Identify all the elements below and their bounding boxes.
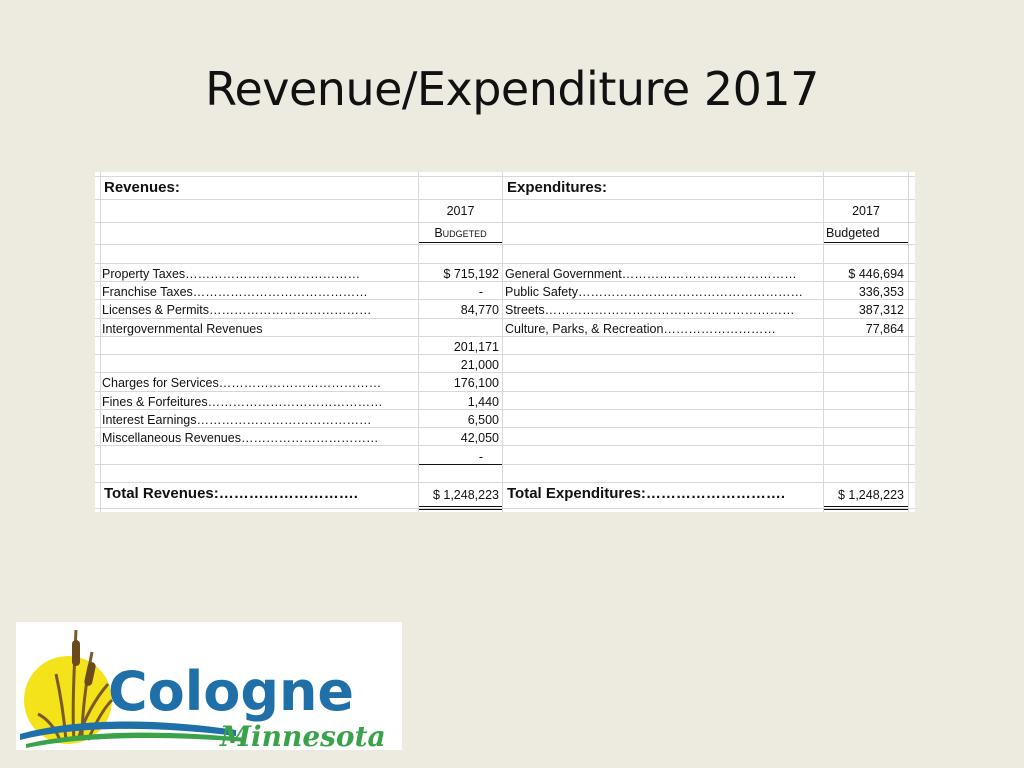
revenue-row-value: 42,050	[460, 431, 499, 445]
revenue-row-label: Licenses & Permits…………………………………	[102, 303, 372, 317]
expenditure-row-value: 387,312	[858, 303, 904, 317]
revenue-row-label: Charges for Services…………………………………	[102, 376, 382, 390]
revenue-row-label: Franchise Taxes……………………………………	[102, 285, 368, 299]
revenues-year: 2017	[446, 204, 475, 218]
revenue-row-value: 21,000	[460, 358, 499, 372]
expenditure-row-label: Public Safety………………………………………………	[505, 285, 803, 299]
total-expenditures-label: Total Expenditures:……………………….	[507, 485, 786, 502]
revenue-row-label: Fines & Forfeitures……………………………………	[102, 395, 383, 409]
expenditures-column-label: Budgeted	[826, 226, 880, 240]
expenditure-row-value: 336,353	[858, 285, 904, 299]
total-revenues-label: Total Revenues:……………………….	[104, 485, 358, 502]
revenue-row-label: Interest Earnings……………………………………	[102, 413, 372, 427]
revenue-row-value: -	[478, 450, 483, 464]
total-expenditures-value: $ 1,248,223	[837, 488, 904, 502]
slide-title: Revenue/Expenditure 2017	[205, 62, 819, 116]
expenditure-row-label: Streets……………………………………………………	[505, 303, 795, 317]
budget-spreadsheet: Revenues: Expenditures: 2017 Budgeted 20…	[95, 172, 915, 512]
revenue-row-label: Intergovernmental Revenues	[102, 322, 263, 336]
expenditure-row-value: $ 446,694	[848, 267, 904, 281]
revenue-row-value: 84,770	[460, 303, 499, 317]
expenditure-row-label: Culture, Parks, & Recreation………………………	[505, 322, 776, 336]
revenue-row-value: -	[478, 285, 483, 299]
cologne-logo: Cologne Minnesota	[16, 622, 402, 753]
logo-title: Cologne	[108, 660, 354, 723]
expenditures-year: 2017	[852, 204, 880, 218]
logo-graphic: Cologne Minnesota	[20, 629, 386, 753]
revenue-row-label: Property Taxes……………………………………	[102, 267, 361, 281]
expenditure-row-label: General Government……………………………………	[505, 267, 797, 281]
revenue-row-label: Miscellaneous Revenues……………………………	[102, 431, 379, 445]
logo-subtitle: Minnesota	[219, 720, 386, 750]
revenue-row-value: 6,500	[467, 413, 499, 427]
revenue-row-value: 201,171	[453, 340, 499, 354]
revenues-column-label: Budgeted	[434, 226, 487, 240]
revenue-row-value: $ 715,192	[443, 267, 499, 281]
expenditure-row-value: 77,864	[865, 322, 904, 336]
revenue-row-value: 1,440	[467, 395, 499, 409]
revenue-row-value: 176,100	[453, 376, 499, 390]
expenditures-header: Expenditures:	[507, 179, 608, 196]
revenues-header: Revenues:	[104, 179, 180, 196]
total-revenues-value: $ 1,248,223	[432, 488, 499, 502]
